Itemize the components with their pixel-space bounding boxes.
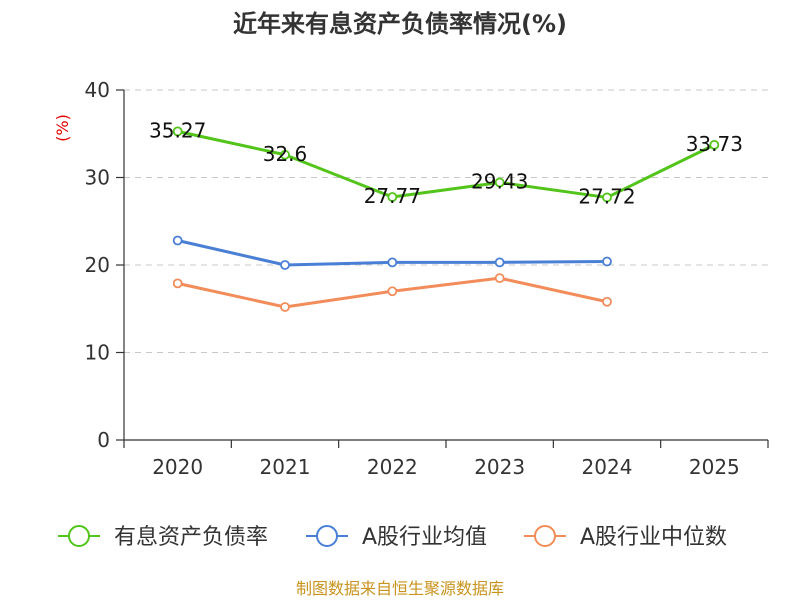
data-label: 35.27 <box>149 118 206 142</box>
x-tick-label: 2020 <box>152 455 203 479</box>
chart-title: 近年来有息资产负债率情况(%) <box>233 10 567 38</box>
legend-label: 有息资产负债率 <box>114 525 268 550</box>
series-line <box>177 129 715 199</box>
series-group <box>172 126 720 312</box>
data-point <box>172 126 183 137</box>
data-point <box>387 192 398 202</box>
data-point <box>280 260 290 270</box>
data-point <box>172 235 183 246</box>
y-tick-label: 40 <box>85 78 110 102</box>
data-point <box>602 256 612 267</box>
data-point <box>494 257 505 268</box>
y-tick-label: 0 <box>97 428 110 452</box>
data-point <box>709 139 720 150</box>
gridlines <box>124 89 768 353</box>
data-point <box>602 296 612 307</box>
data-labels: 35.27 32.6 27.77 29.43 27.72 33.73 <box>149 118 743 208</box>
x-tick-label: 2025 <box>689 455 740 479</box>
data-point <box>602 192 612 203</box>
data-point <box>387 286 398 297</box>
data-label: 33.73 <box>686 132 743 156</box>
source-note: 制图数据来自恒生聚源数据库 <box>296 579 504 598</box>
data-point <box>280 149 290 160</box>
y-tick-label: 30 <box>85 166 110 190</box>
data-label: 32.6 <box>263 142 308 166</box>
data-point <box>172 278 183 289</box>
data-point <box>280 302 290 312</box>
data-label: 27.77 <box>364 184 421 208</box>
y-tick-label: 20 <box>85 253 110 277</box>
x-tick-label: 2022 <box>367 455 418 479</box>
y-tick-label: 10 <box>85 341 110 365</box>
y-axis-unit: (%) <box>53 114 72 142</box>
x-tick-label: 2023 <box>474 455 525 479</box>
legend-marker <box>68 525 90 547</box>
x-tick-label: 2024 <box>582 455 633 479</box>
legend-label: A股行业中位数 <box>580 525 727 550</box>
legend-marker <box>534 525 556 547</box>
legend-label: A股行业均值 <box>362 525 487 550</box>
x-tick-label: 2021 <box>260 455 311 479</box>
axes: 0 10 20 30 40 2020 2021 2022 2023 2024 2025 <box>85 78 769 479</box>
legend: 有息资产负债率 A股行业均值 A股行业中位数 <box>58 525 727 550</box>
data-point <box>387 257 398 268</box>
legend-marker <box>316 525 338 547</box>
data-label: 27.72 <box>578 184 635 208</box>
data-point <box>494 273 505 284</box>
data-point <box>494 177 505 188</box>
data-label: 29.43 <box>471 169 528 193</box>
